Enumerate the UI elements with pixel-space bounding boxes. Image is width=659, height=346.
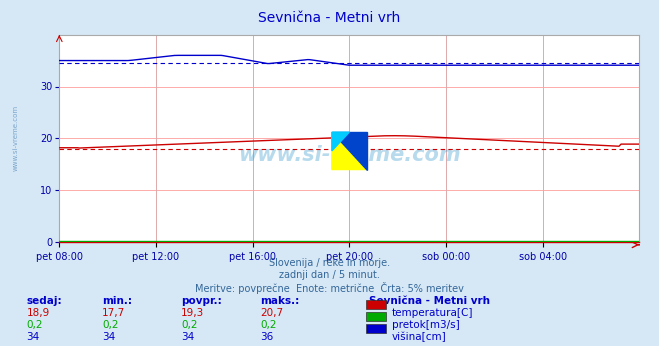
Text: min.:: min.:: [102, 296, 132, 306]
Text: 34: 34: [181, 332, 194, 342]
Text: Sevnična - Metni vrh: Sevnična - Metni vrh: [369, 296, 490, 306]
Text: 20,7: 20,7: [260, 308, 283, 318]
Text: Meritve: povprečne  Enote: metrične  Črta: 5% meritev: Meritve: povprečne Enote: metrične Črta:…: [195, 282, 464, 294]
Text: 0,2: 0,2: [260, 320, 277, 330]
Text: temperatura[C]: temperatura[C]: [392, 308, 474, 318]
Text: 0,2: 0,2: [102, 320, 119, 330]
Text: 18,9: 18,9: [26, 308, 49, 318]
Text: 0,2: 0,2: [181, 320, 198, 330]
Text: 19,3: 19,3: [181, 308, 204, 318]
Polygon shape: [332, 132, 366, 170]
Text: Sevnična - Metni vrh: Sevnična - Metni vrh: [258, 11, 401, 25]
Text: pretok[m3/s]: pretok[m3/s]: [392, 320, 460, 330]
Text: sedaj:: sedaj:: [26, 296, 62, 306]
Text: 34: 34: [102, 332, 115, 342]
Text: povpr.:: povpr.:: [181, 296, 222, 306]
Text: Slovenija / reke in morje.: Slovenija / reke in morje.: [269, 258, 390, 268]
Text: zadnji dan / 5 minut.: zadnji dan / 5 minut.: [279, 270, 380, 280]
Text: www.si-vreme.com: www.si-vreme.com: [13, 105, 19, 172]
Text: maks.:: maks.:: [260, 296, 300, 306]
Text: 34: 34: [26, 332, 40, 342]
Text: višina[cm]: višina[cm]: [392, 332, 447, 343]
Text: www.si-vreme.com: www.si-vreme.com: [238, 145, 461, 165]
Text: 0,2: 0,2: [26, 320, 43, 330]
Polygon shape: [332, 132, 349, 151]
Text: 17,7: 17,7: [102, 308, 125, 318]
Text: 36: 36: [260, 332, 273, 342]
Polygon shape: [332, 132, 366, 170]
